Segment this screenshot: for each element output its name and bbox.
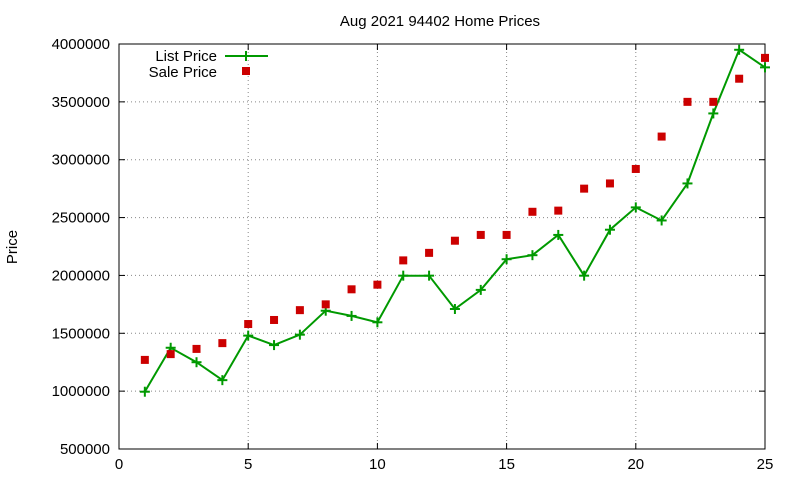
- legend-label-list-price: List Price: [155, 48, 217, 65]
- sale-price-point: [244, 320, 253, 329]
- list-price-point: [424, 270, 435, 281]
- series-layer: [139, 44, 770, 397]
- chart-title: Aug 2021 94402 Home Prices: [340, 13, 540, 30]
- y-tick-label: 2000000: [52, 267, 110, 284]
- list-price-point: [604, 224, 615, 235]
- sale-price-point: [528, 207, 537, 216]
- sale-price-point: [270, 315, 279, 324]
- sale-price-point: [321, 300, 330, 309]
- list-price-point: [760, 62, 770, 73]
- axis-ticks: 0 5 10 15 20 25 500000 1000000 1500000 2000000 250…: [52, 36, 774, 473]
- list-price-point: [579, 270, 590, 281]
- grid: [119, 44, 765, 449]
- list-price-point: [475, 284, 486, 295]
- list-price-point: [449, 303, 460, 314]
- list-price-point: [372, 317, 383, 328]
- legend-marker-sale-price: [242, 67, 250, 75]
- sale-price-point: [218, 339, 227, 348]
- list-price-point: [527, 250, 538, 261]
- x-tick-label: 20: [627, 456, 644, 473]
- list-price-point: [708, 108, 719, 119]
- list-price-point: [734, 44, 745, 55]
- sale-price-point: [709, 97, 718, 106]
- list-price-point: [630, 202, 641, 213]
- sale-price-point: [683, 97, 692, 106]
- sale-price-point: [192, 344, 201, 353]
- legend-label-sale-price: Sale Price: [149, 64, 217, 81]
- y-tick-label: 4000000: [52, 36, 110, 53]
- y-tick-label: 1500000: [52, 325, 110, 342]
- list-price-point: [346, 310, 357, 321]
- list-price-point: [217, 375, 228, 386]
- legend-marker-list-price: [241, 51, 251, 61]
- sale-price-point: [476, 230, 485, 239]
- x-tick-label: 5: [244, 456, 252, 473]
- sale-price-point: [735, 74, 744, 83]
- list-price-point: [243, 330, 254, 341]
- list-price-point: [553, 229, 564, 240]
- list-price-point: [294, 329, 305, 340]
- x-tick-label: 25: [757, 456, 774, 473]
- sale-price-point: [166, 350, 175, 359]
- sale-price-point: [502, 230, 511, 239]
- sale-price-point: [295, 306, 304, 315]
- list-price-point: [656, 215, 667, 226]
- x-tick-label: 0: [115, 456, 123, 473]
- y-tick-label: 3000000: [52, 152, 110, 169]
- y-tick-label: 3500000: [52, 94, 110, 111]
- sale-price-point: [347, 285, 356, 294]
- sale-price-point: [761, 53, 769, 62]
- list-price-point: [501, 254, 512, 265]
- list-price-line: [143, 48, 766, 393]
- list-price-point: [191, 357, 202, 368]
- x-tick-label: 10: [369, 456, 386, 473]
- sale-price-point: [631, 164, 640, 173]
- sale-price-point: [580, 184, 589, 193]
- list-price-point: [269, 340, 280, 351]
- y-tick-label: 500000: [60, 441, 110, 458]
- y-tick-label: 1000000: [52, 383, 110, 400]
- y-tick-label: 2500000: [52, 210, 110, 227]
- sale-price-point: [605, 179, 614, 188]
- list-price-point: [682, 178, 693, 189]
- sale-price-point: [140, 355, 149, 364]
- sale-price-point: [399, 256, 408, 265]
- x-tick-label: 15: [498, 456, 515, 473]
- sale-price-point: [373, 280, 382, 289]
- sale-price-point: [657, 132, 666, 141]
- sale-price-point: [425, 248, 434, 257]
- list-price-point: [139, 386, 150, 397]
- sale-price-point: [554, 206, 563, 215]
- sale-price-point: [450, 236, 459, 245]
- plot-frame: [118, 43, 766, 450]
- list-price-point: [398, 270, 409, 281]
- y-axis-label: Price: [4, 230, 21, 264]
